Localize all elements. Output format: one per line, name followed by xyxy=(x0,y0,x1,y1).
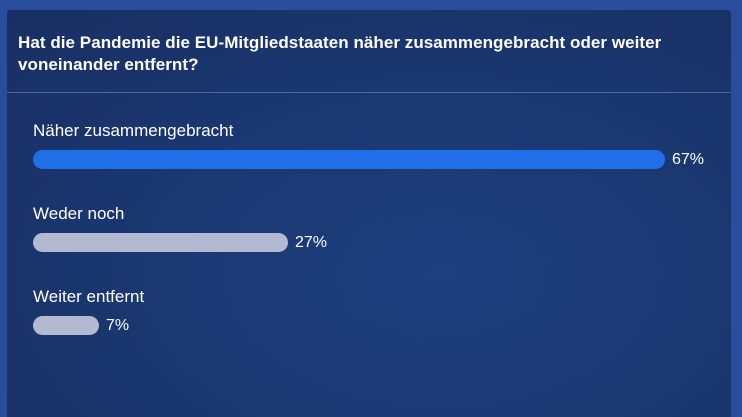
result-bar xyxy=(33,316,99,335)
poll-option-naeher-zusammengebracht: Näher zusammengebracht 67% xyxy=(33,121,723,169)
poll-question: Hat die Pandemie die EU-Mitgliedstaaten … xyxy=(18,33,662,74)
poll-option-weiter-entfernt: Weiter entfernt 7% xyxy=(33,287,723,335)
percent-label: 67% xyxy=(672,151,705,168)
result-bar xyxy=(33,233,288,252)
percent-label: 7% xyxy=(106,317,130,334)
option-label: Weder noch xyxy=(33,204,125,223)
divider xyxy=(7,92,731,93)
option-label: Weiter entfernt xyxy=(33,287,145,306)
poll-option-weder-noch: Weder noch 27% xyxy=(33,204,723,252)
option-label: Näher zusammengebracht xyxy=(33,121,234,140)
poll-panel: Hat die Pandemie die EU-Mitgliedstaaten … xyxy=(7,10,731,417)
percent-label: 27% xyxy=(295,234,328,251)
result-bar xyxy=(33,150,665,169)
